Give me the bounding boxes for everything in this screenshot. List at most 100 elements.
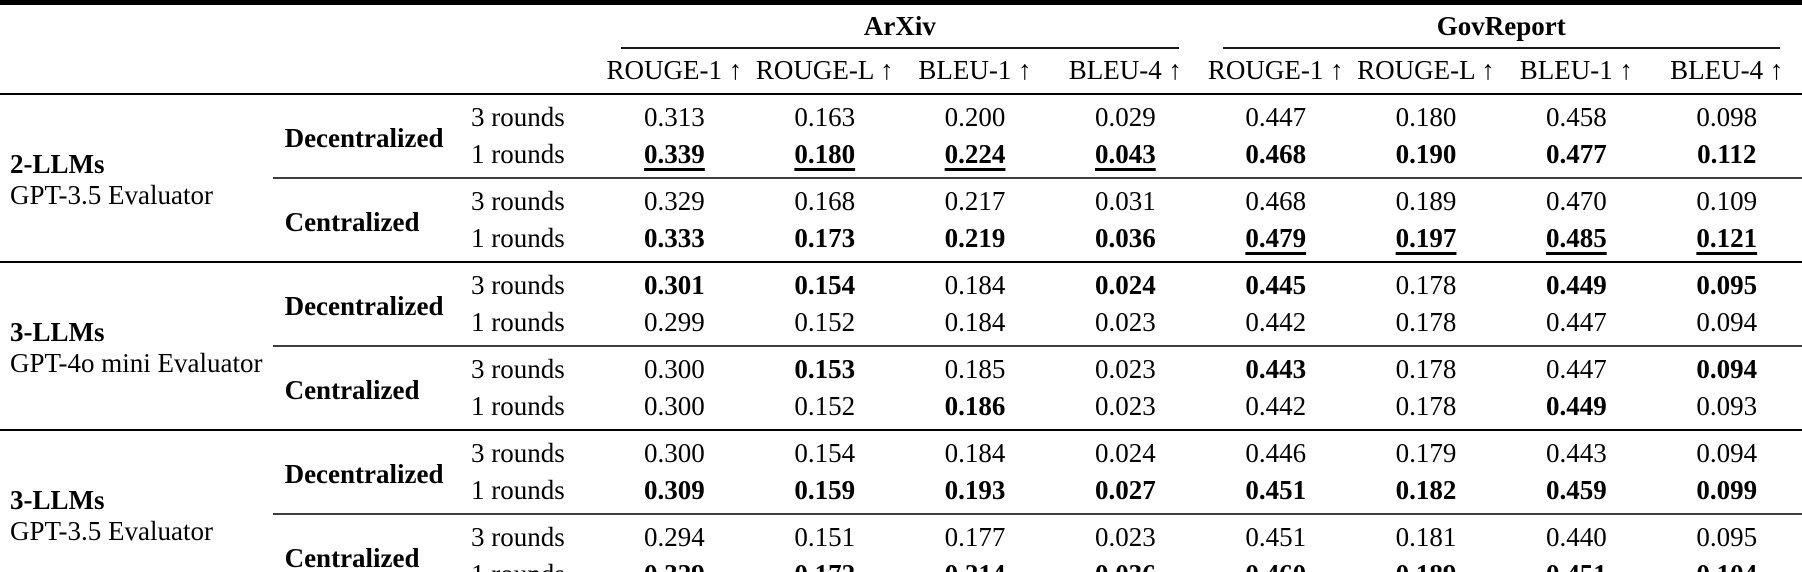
metric-value: 0.151 xyxy=(749,513,900,556)
metric-value: 0.152 xyxy=(750,304,900,346)
metric-value-text: 0.173 xyxy=(794,223,856,253)
metric-value-text: 0.445 xyxy=(1245,270,1307,300)
metric-header-spacer xyxy=(0,49,599,94)
metric-value: 0.185 xyxy=(899,345,1051,388)
metric-value-text: 0.182 xyxy=(1395,475,1457,505)
metric-value-text: 0.458 xyxy=(1545,102,1607,132)
header-spacer xyxy=(0,3,599,50)
metric-value: 0.442 xyxy=(1201,388,1351,430)
metric-header: ROUGE-1 ↑ xyxy=(1207,55,1344,85)
metric-value-text: 0.095 xyxy=(1696,270,1758,300)
metric-value: 0.299 xyxy=(599,304,749,346)
metric-value: 0.163 xyxy=(749,93,900,136)
metric-value-text: 0.301 xyxy=(644,270,705,300)
metric-value: 0.294 xyxy=(599,513,750,556)
metric-value-text: 0.178 xyxy=(1395,354,1457,384)
metric-value-text: 0.189 xyxy=(1395,186,1457,216)
metric-value: 0.024 xyxy=(1050,429,1201,472)
metric-value-text: 0.153 xyxy=(794,354,856,384)
metric-value-text: 0.485 xyxy=(1545,223,1607,253)
metric-value-text: 0.159 xyxy=(794,475,856,505)
metric-value: 0.193 xyxy=(900,472,1050,514)
rounds-label: 1 rounds xyxy=(471,556,599,572)
metric-value: 0.094 xyxy=(1651,429,1802,472)
metric-value: 0.094 xyxy=(1652,304,1802,346)
metric-value-text: 0.121 xyxy=(1696,223,1758,253)
metric-value-text: 0.197 xyxy=(1395,223,1457,253)
metric-value-text: 0.193 xyxy=(944,475,1006,505)
table-row: Centralized 3 rounds 0.294 0.151 0.177 0.023 0… xyxy=(0,513,1802,572)
metric-value-text: 0.300 xyxy=(644,438,705,468)
metric-value-text: 0.094 xyxy=(1696,307,1758,337)
metric-value: 0.094 xyxy=(1651,345,1802,388)
metric-value: 0.339 xyxy=(599,136,749,178)
metric-value-text: 0.104 xyxy=(1696,559,1757,572)
metric-value-text: 0.186 xyxy=(944,391,1006,421)
metric-value: 0.460 xyxy=(1201,556,1351,572)
group-label: 2-LLMs GPT-3.5 Evaluator xyxy=(0,93,273,262)
metric-value-text: 0.219 xyxy=(944,223,1006,253)
table-row: 1 rounds 0.339 0.180 0.224 0.043 0.468 0.190 0.… xyxy=(0,136,1802,178)
metric-value: 0.451 xyxy=(1200,513,1351,556)
metric-value: 0.451 xyxy=(1501,556,1651,572)
metric-value: 0.031 xyxy=(1050,177,1201,220)
table-row: 1 rounds 0.309 0.159 0.193 0.027 0.451 0.182 0.… xyxy=(0,472,1802,514)
metric-value: 0.333 xyxy=(599,220,749,262)
rounds-label: 3 rounds xyxy=(471,345,600,388)
metric-value: 0.098 xyxy=(1651,93,1802,136)
metric-value: 0.036 xyxy=(1050,220,1200,262)
metric-value-text: 0.339 xyxy=(644,139,705,169)
metric-value: 0.023 xyxy=(1050,388,1200,430)
metric-value: 0.459 xyxy=(1501,472,1651,514)
metric-value-text: 0.094 xyxy=(1696,354,1758,384)
metric-value-text: 0.294 xyxy=(644,522,705,552)
metric-value: 0.301 xyxy=(599,261,750,304)
scheme-label: Centralized xyxy=(272,177,471,262)
metric-value: 0.184 xyxy=(899,429,1051,472)
metric-value-text: 0.098 xyxy=(1696,102,1758,132)
metric-value: 0.036 xyxy=(1050,556,1200,572)
metric-value: 0.329 xyxy=(599,177,750,220)
metric-value: 0.178 xyxy=(1351,304,1501,346)
rounds-label: 3 rounds xyxy=(471,429,600,472)
table-row: 1 rounds 0.300 0.152 0.186 0.023 0.442 0.178 0.… xyxy=(0,388,1802,430)
metric-value-text: 0.446 xyxy=(1245,438,1307,468)
metric-value: 0.479 xyxy=(1201,220,1351,262)
metric-value: 0.443 xyxy=(1200,345,1351,388)
metric-value-text: 0.185 xyxy=(944,354,1006,384)
metric-value: 0.468 xyxy=(1201,136,1351,178)
metric-value-text: 0.447 xyxy=(1545,307,1607,337)
metric-value-text: 0.029 xyxy=(1095,102,1156,132)
metric-value-text: 0.329 xyxy=(644,186,705,216)
metric-value: 0.447 xyxy=(1200,93,1351,136)
rounds-label: 1 rounds xyxy=(471,223,565,253)
group-name: 3-LLMs xyxy=(10,317,105,347)
metric-value-text: 0.024 xyxy=(1095,438,1156,468)
metric-value-text: 0.027 xyxy=(1095,475,1156,505)
rounds-label: 1 rounds xyxy=(471,307,565,337)
metric-value-text: 0.451 xyxy=(1245,475,1307,505)
metric-value-text: 0.180 xyxy=(794,139,856,169)
metric-value-text: 0.440 xyxy=(1545,522,1607,552)
metric-value-text: 0.442 xyxy=(1245,391,1307,421)
metric-header: ROUGE-L ↑ xyxy=(1357,55,1495,85)
metric-value: 0.095 xyxy=(1651,261,1802,304)
metric-value: 0.099 xyxy=(1652,472,1802,514)
metric-value-text: 0.451 xyxy=(1245,522,1307,552)
metric-value: 0.112 xyxy=(1652,136,1802,178)
group-label: 3-LLMs GPT-4o mini Evaluator xyxy=(0,261,273,430)
metric-value-text: 0.217 xyxy=(944,186,1006,216)
rounds-label: 1 rounds xyxy=(471,139,565,169)
scheme-label: Decentralized xyxy=(272,261,471,346)
metric-header: ROUGE-1 ↑ xyxy=(606,55,743,85)
metric-value-text: 0.300 xyxy=(644,354,705,384)
metric-value: 0.153 xyxy=(749,345,900,388)
metric-value-text: 0.329 xyxy=(644,559,705,572)
metric-value-text: 0.163 xyxy=(794,102,856,132)
metric-value-text: 0.095 xyxy=(1696,522,1758,552)
metric-value-text: 0.468 xyxy=(1245,139,1307,169)
metric-value: 0.029 xyxy=(1050,93,1201,136)
metric-value: 0.447 xyxy=(1501,304,1651,346)
dataset-header-row: ArXiv GovReport xyxy=(0,3,1802,50)
metric-value-text: 0.333 xyxy=(644,223,705,253)
